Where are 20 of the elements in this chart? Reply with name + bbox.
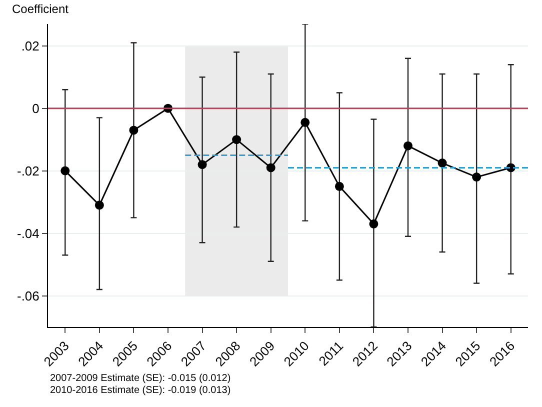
y-tick-label: -.06 xyxy=(16,288,40,304)
point xyxy=(472,172,482,182)
point xyxy=(369,219,378,228)
point xyxy=(60,166,70,176)
text: 2010-2016 Estimate (SE): -0.019 (0.013) xyxy=(50,385,231,396)
y-tick-label: .02 xyxy=(21,38,40,54)
y-axis-title: Coefficient xyxy=(12,2,70,16)
y-tick-label: -.04 xyxy=(16,226,40,241)
point xyxy=(300,118,310,127)
point xyxy=(94,200,104,210)
point xyxy=(232,135,242,144)
point xyxy=(129,126,138,135)
point xyxy=(438,158,447,168)
point xyxy=(404,141,412,150)
y-tick-label: -.02 xyxy=(16,163,40,178)
point xyxy=(334,182,344,191)
text: 2007-2009 Estimate (SE): -0.015 (0.012) xyxy=(50,373,231,384)
point xyxy=(198,160,207,170)
point xyxy=(266,163,276,172)
y-tick-label: 0 xyxy=(32,100,40,116)
